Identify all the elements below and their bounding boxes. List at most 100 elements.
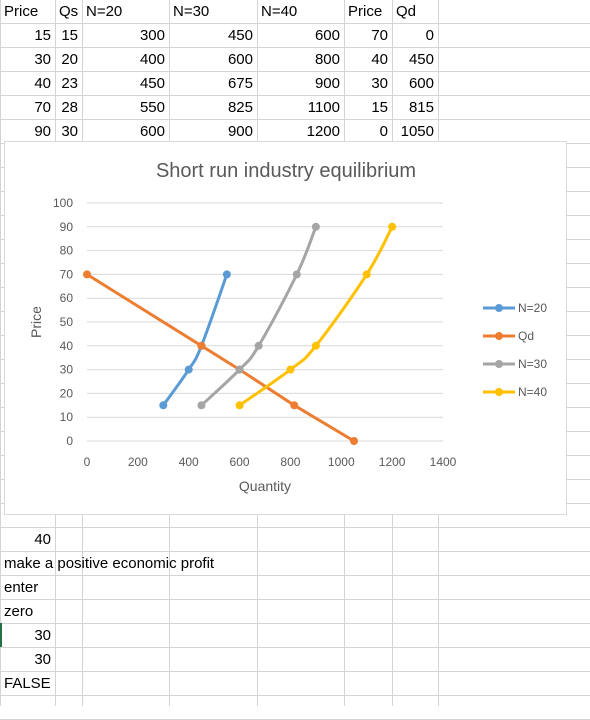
cell[interactable]: 1100: [307, 99, 340, 116]
cell[interactable]: 15: [61, 27, 78, 44]
cell[interactable]: Price: [4, 3, 39, 20]
cell[interactable]: 90: [34, 123, 51, 140]
row-gridline: [0, 119, 590, 120]
cell[interactable]: Qd: [396, 3, 417, 20]
x-tick-label: 200: [128, 455, 148, 469]
legend-label-n-20: N=20: [518, 301, 547, 315]
cell[interactable]: 30: [61, 123, 78, 140]
cell[interactable]: 30: [34, 651, 51, 668]
x-tick-label: 600: [230, 455, 250, 469]
cell[interactable]: 40: [371, 51, 388, 68]
y-tick-label: 70: [60, 267, 74, 281]
cell[interactable]: 1200: [306, 123, 340, 140]
row-gridline: [0, 527, 590, 528]
cell[interactable]: 600: [227, 51, 253, 68]
chart-series: [83, 222, 397, 445]
cell[interactable]: N=30: [173, 3, 210, 20]
y-axis-label: Price: [28, 306, 44, 338]
cell[interactable]: 15: [34, 27, 51, 44]
data-point-n-30: [254, 341, 263, 350]
y-tick-label: 100: [53, 196, 73, 210]
data-point-qd: [83, 270, 91, 279]
row-gridline: [0, 575, 590, 576]
cell[interactable]: 450: [139, 75, 165, 92]
y-tick-label: 20: [60, 386, 74, 400]
cell[interactable]: 815: [408, 99, 434, 116]
cell[interactable]: 400: [139, 51, 165, 68]
cell[interactable]: 40: [34, 531, 51, 548]
cell[interactable]: 40: [34, 75, 51, 92]
cell[interactable]: 70: [34, 99, 51, 116]
data-point-n-40: [286, 365, 295, 374]
cell[interactable]: 450: [227, 27, 253, 44]
data-point-n-30: [197, 401, 206, 410]
cell[interactable]: 30: [34, 627, 51, 644]
cell[interactable]: 20: [61, 51, 78, 68]
cell[interactable]: 0: [425, 27, 434, 44]
series-line-n-30: [199, 225, 318, 407]
cell[interactable]: 450: [408, 51, 434, 68]
cell[interactable]: zero: [4, 603, 34, 620]
data-point-n-40: [388, 222, 397, 231]
x-tick-label: 400: [179, 455, 199, 469]
y-axis-ticks: 0 10 20 30 40 50 60 70 80 90 100: [53, 196, 73, 448]
cell[interactable]: 600: [139, 123, 165, 140]
cell[interactable]: enter: [4, 579, 39, 596]
data-point-n-30: [292, 270, 301, 279]
row-gridline: [0, 647, 590, 648]
cell[interactable]: 600: [408, 75, 434, 92]
cell[interactable]: FALSE: [4, 675, 51, 692]
cell[interactable]: Price: [348, 3, 383, 20]
row-gridline: [0, 599, 590, 600]
row-gridline: [0, 71, 590, 72]
y-tick-label: 60: [60, 291, 74, 305]
cell[interactable]: 28: [61, 99, 78, 116]
legend-label-qd: Qd: [518, 329, 534, 343]
data-point-n-40: [362, 270, 371, 279]
cell[interactable]: N=40: [261, 3, 298, 20]
y-tick-label: 90: [60, 220, 74, 234]
cell[interactable]: 800: [314, 51, 340, 68]
cell[interactable]: 300: [139, 27, 165, 44]
row-gridline: [0, 551, 590, 552]
cell[interactable]: Qs: [59, 3, 79, 20]
cell[interactable]: 900: [227, 123, 253, 140]
cell[interactable]: 30: [34, 51, 51, 68]
row-gridline: [0, 695, 590, 696]
series-line-n-40: [238, 225, 394, 407]
data-point-n-30: [235, 365, 244, 374]
cell[interactable]: 550: [139, 99, 165, 116]
cell[interactable]: N=20: [86, 3, 123, 20]
cell[interactable]: 675: [227, 75, 253, 92]
y-tick-label: 80: [60, 244, 74, 258]
cell[interactable]: 900: [314, 75, 340, 92]
cell[interactable]: make a positive economic profit: [4, 555, 215, 572]
data-point-n-40: [235, 401, 244, 410]
cell[interactable]: 0: [379, 123, 388, 140]
data-point-qd: [290, 401, 299, 410]
row-gridline: [0, 23, 590, 24]
x-axis-label: Quantity: [239, 478, 291, 494]
legend-marker-n-40: [495, 388, 503, 396]
cell[interactable]: 1050: [400, 123, 434, 140]
y-tick-label: 40: [60, 339, 74, 353]
cell[interactable]: 70: [371, 27, 388, 44]
data-point-n-20: [184, 365, 193, 374]
row-gridline: [0, 623, 590, 624]
cell[interactable]: 600: [314, 27, 340, 44]
x-axis-ticks: 0 200 400 600 800 1000 1200 1400: [84, 455, 457, 469]
cell[interactable]: 23: [61, 75, 78, 92]
cell[interactable]: 825: [227, 99, 253, 116]
active-cell-indicator: [0, 623, 2, 647]
row-gridline: [0, 47, 590, 48]
data-point-qd: [197, 341, 206, 350]
x-tick-label: 1400: [430, 455, 457, 469]
y-tick-label: 30: [60, 363, 74, 377]
chart-legend[interactable]: N=20 Qd N=30 N=40: [483, 301, 547, 399]
cell[interactable]: 30: [371, 75, 388, 92]
chart-title: Short run industry equilibrium: [156, 160, 416, 182]
cell[interactable]: 15: [371, 99, 388, 116]
data-point-n-20: [222, 270, 231, 279]
y-tick-label: 10: [60, 410, 74, 424]
chart-area[interactable]: Short run industry equilibrium 0 10 20 30 40…: [4, 141, 567, 515]
